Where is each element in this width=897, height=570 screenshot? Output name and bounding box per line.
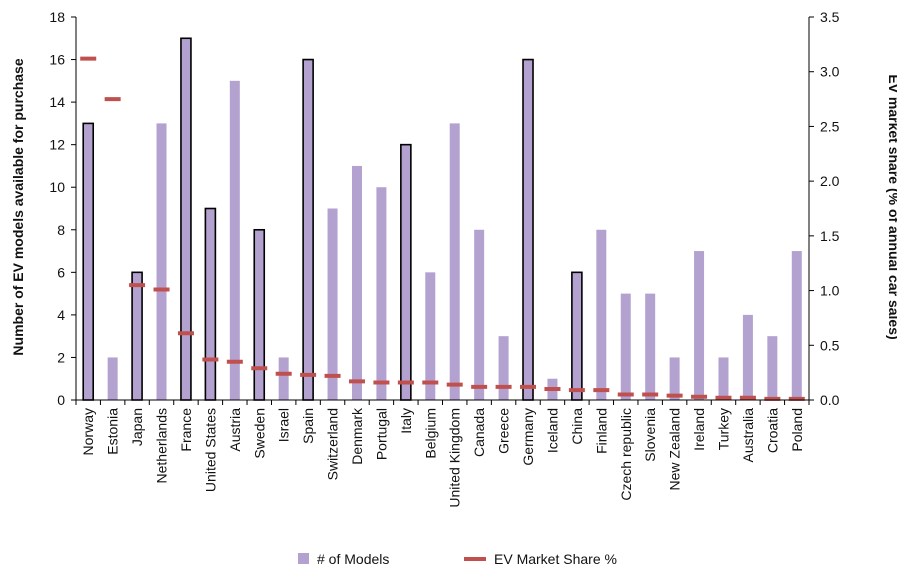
category-label: Croatia [764, 408, 780, 453]
bar [351, 165, 362, 400]
y2-tick-label: 1.5 [820, 228, 840, 244]
category-label: Greece [496, 408, 512, 454]
y-axis-title: Number of EV models available for purcha… [10, 58, 26, 355]
bar [620, 293, 631, 400]
y2-tick-label: 3.0 [820, 64, 840, 80]
y2-tick-label: 1.0 [820, 283, 840, 299]
bar [596, 229, 607, 400]
bar [767, 336, 778, 400]
axes-group [71, 16, 814, 405]
category-label: Switzerland [325, 408, 341, 480]
bar [107, 357, 118, 400]
category-label: Austria [227, 408, 243, 452]
share-dashes-group [80, 56, 805, 401]
category-label: Belgium [422, 408, 438, 459]
bar [302, 58, 314, 401]
category-label: Spain [300, 408, 316, 444]
y-tick-label: 16 [49, 52, 65, 68]
y-tick-label: 8 [57, 222, 65, 238]
bar [791, 251, 802, 400]
bar [498, 336, 509, 400]
category-label: Sweden [251, 408, 267, 459]
category-label: United States [202, 408, 218, 492]
y2-tick-label: 2.0 [820, 173, 840, 189]
y-tick-label: 2 [57, 349, 65, 365]
bar [229, 80, 240, 400]
legend-label-models: # of Models [317, 551, 389, 567]
bar [718, 357, 729, 400]
category-label: France [178, 408, 194, 452]
bar [131, 271, 143, 401]
y-tick-label: 12 [49, 137, 65, 153]
category-label: Turkey [715, 408, 731, 450]
bar [376, 187, 387, 400]
bar [204, 207, 217, 401]
bar [742, 314, 753, 400]
category-label: Czech republic [618, 408, 634, 501]
y2-tick-label: 3.5 [820, 9, 840, 25]
legend-swatch-share [464, 557, 486, 561]
right-tick-labels: 0.0 0.5 1.0 1.5 2.0 2.5 3.0 3.5 [820, 9, 840, 408]
category-label: Ireland [691, 408, 707, 451]
legend-swatch-models [298, 553, 309, 564]
left-tick-labels: 0 2 4 6 8 10 12 14 16 18 [49, 9, 65, 408]
category-label: Israel [276, 408, 292, 442]
category-label: Slovenia [642, 408, 658, 462]
bar [449, 123, 460, 400]
bar [669, 357, 680, 400]
y2-axis-title: EV market share (% of annual car sales) [886, 74, 897, 339]
category-label: Canada [471, 408, 487, 457]
category-label: Australia [740, 408, 756, 463]
legend: # of Models EV Market Share % [298, 551, 617, 567]
y-tick-label: 0 [57, 392, 65, 408]
category-label: Portugal [373, 408, 389, 460]
y-tick-label: 14 [49, 94, 65, 110]
category-label: Finland [593, 408, 609, 454]
bar [278, 357, 289, 400]
bar [327, 208, 338, 400]
category-label: Italy [398, 408, 414, 434]
bar [156, 123, 167, 400]
category-labels: Norway Estonia Japan Netherlands France Unite… [80, 407, 805, 508]
bar [425, 272, 436, 400]
category-label: United Kingdom [447, 408, 463, 508]
bar [522, 58, 534, 401]
category-label: Iceland [544, 408, 560, 453]
category-label: New Zealand [667, 408, 683, 491]
y2-tick-label: 0.0 [820, 392, 840, 408]
category-label: Japan [129, 408, 145, 446]
category-label: Germany [520, 408, 536, 466]
bar [180, 37, 192, 401]
y-tick-label: 10 [49, 179, 65, 195]
legend-label-share: EV Market Share % [494, 551, 617, 567]
bar [571, 271, 583, 401]
bar [253, 228, 266, 401]
y-tick-label: 18 [49, 9, 65, 25]
bars-group [82, 37, 802, 401]
bar [694, 251, 705, 400]
category-label: China [569, 408, 585, 445]
bar [400, 143, 412, 401]
category-label: Netherlands [154, 408, 170, 484]
bar [82, 122, 95, 401]
category-label: Poland [789, 408, 805, 452]
category-label: Estonia [105, 408, 121, 455]
category-label: Denmark [349, 407, 365, 465]
y-tick-label: 4 [57, 307, 65, 323]
y-tick-label: 6 [57, 264, 65, 280]
bar [474, 229, 485, 400]
y2-tick-label: 0.5 [820, 337, 840, 353]
y2-tick-label: 2.5 [820, 118, 840, 134]
category-label: Norway [80, 408, 96, 455]
bar [645, 293, 656, 400]
